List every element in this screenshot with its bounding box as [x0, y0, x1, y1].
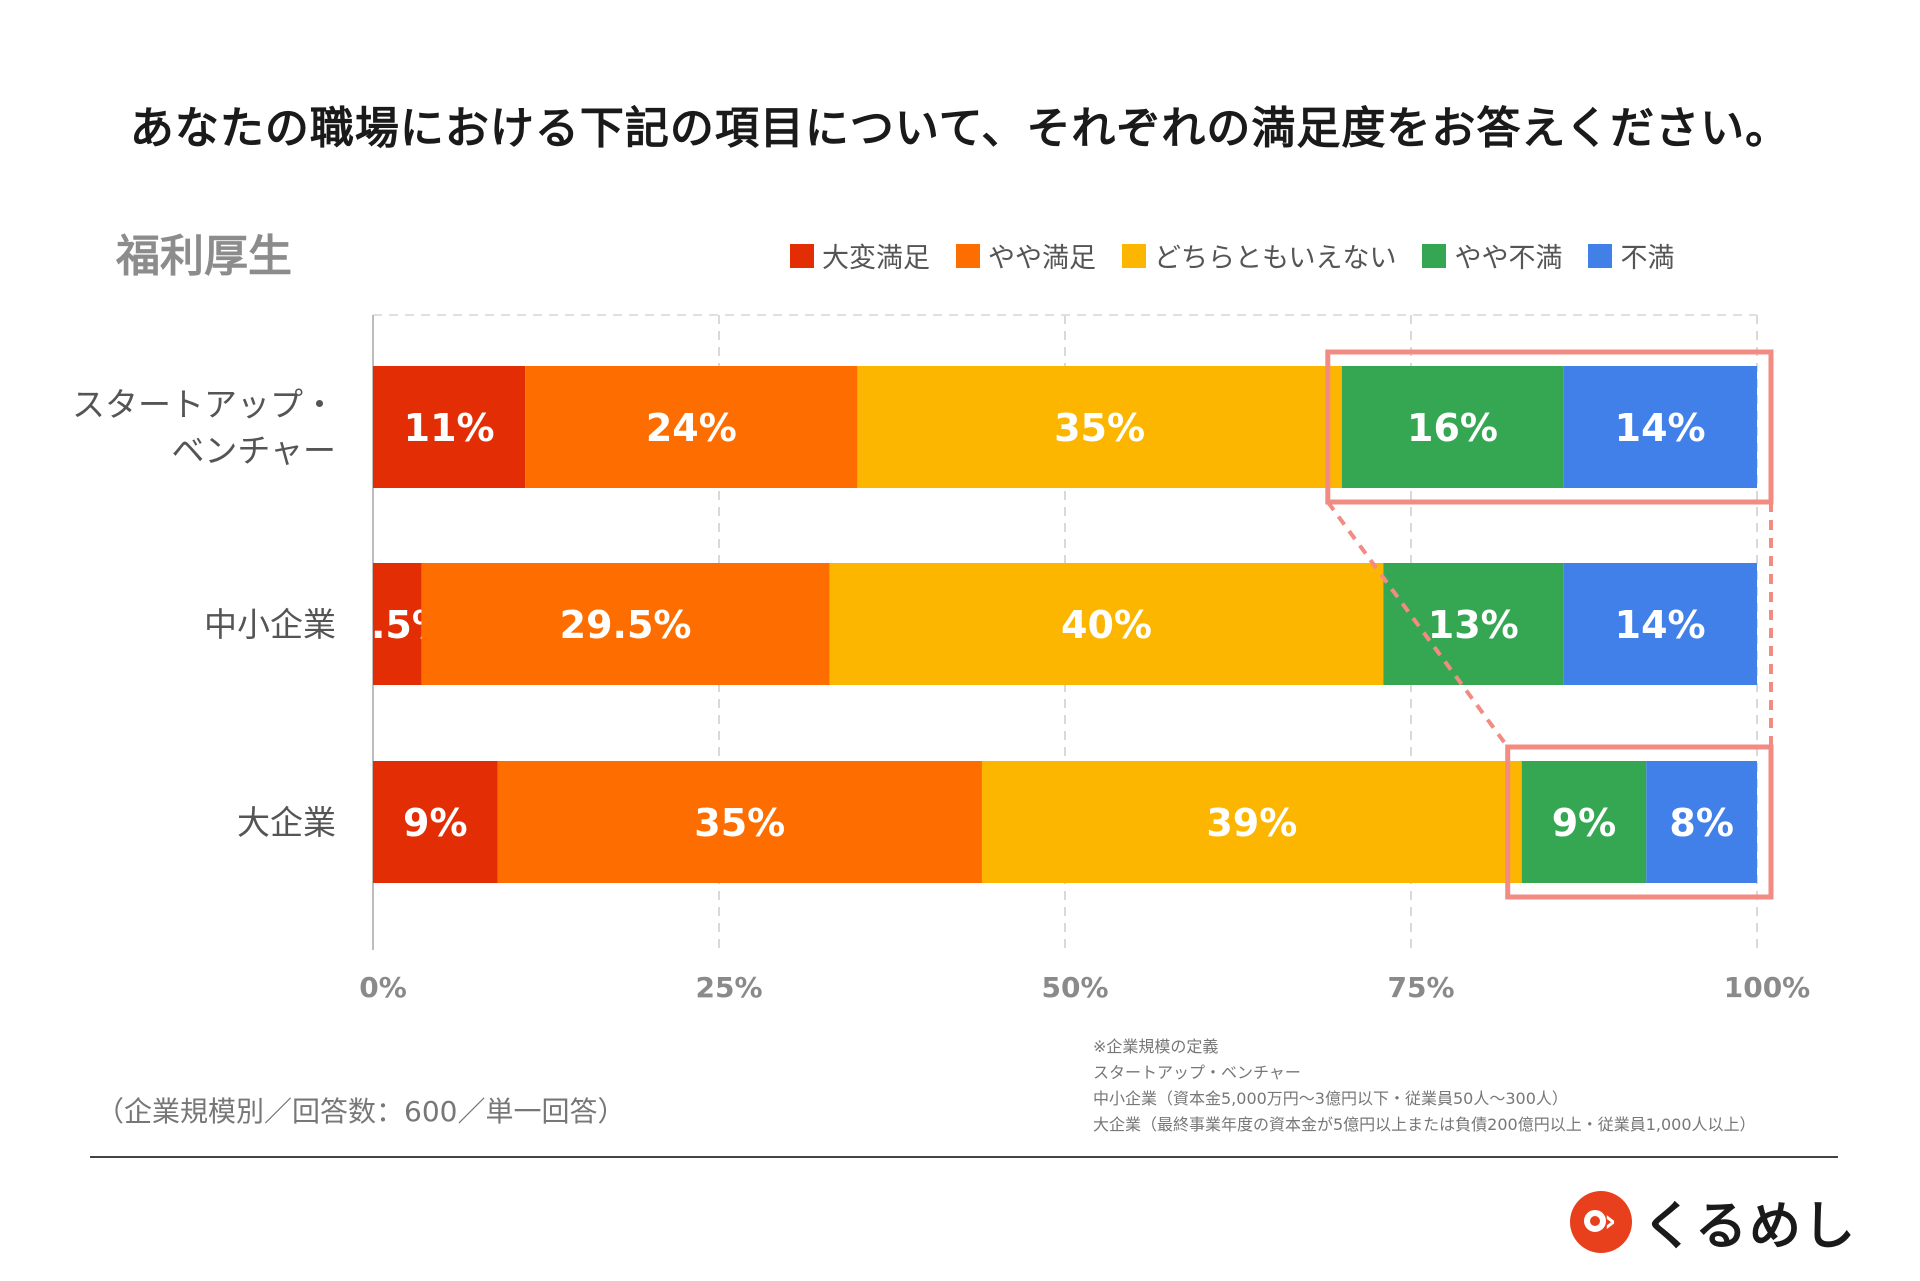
footer-divider — [90, 1156, 1838, 1158]
data-label: 40% — [1061, 603, 1152, 647]
data-label: 14% — [1615, 603, 1706, 647]
category-label: スタートアップ・ — [72, 385, 336, 424]
data-label: 24% — [646, 406, 737, 450]
legend-item-somewhat-dissatisfied: やや不満 — [1422, 236, 1562, 275]
brand-logo: › くるめし — [1570, 1184, 1857, 1259]
bar-segment — [497, 761, 982, 883]
legend-label: どちらともいえない — [1154, 243, 1397, 274]
category-label: 大企業 — [237, 803, 336, 842]
legend-item-somewhat-satisfied: やや満足 — [956, 236, 1096, 275]
legend-item-very-satisfied: 大変満足 — [790, 236, 930, 275]
category-label: 中小企業 — [204, 605, 336, 644]
sample-note: （企業規模別／回答数：600／単一回答） — [96, 1095, 626, 1128]
page-title: あなたの職場における下記の項目について、それぞれの満足度をお答えください。 — [129, 103, 1791, 154]
data-label: 8% — [1669, 801, 1734, 845]
highlight-box-large — [1505, 744, 1774, 900]
data-label: 16% — [1407, 406, 1498, 450]
x-tick-label: 100% — [1724, 971, 1811, 1004]
legend-swatch — [790, 243, 814, 268]
kurumeshi-logo-icon: › — [1570, 1190, 1632, 1253]
brand-name: くるめし — [1642, 1197, 1857, 1257]
definition-note: ※企業規模の定義 スタートアップ・ベンチャー 中小企業（資本金5,000万円〜3… — [1093, 1034, 1756, 1138]
legend-label: 大変満足 — [822, 243, 930, 274]
legend-item-dissatisfied: 不満 — [1588, 236, 1674, 275]
bar-segment — [373, 563, 422, 685]
bar-segment — [1646, 761, 1757, 883]
legend-label: 不満 — [1620, 243, 1675, 274]
x-tick-label: 25% — [695, 971, 762, 1004]
logo-chevron-icon: › — [1604, 1203, 1617, 1239]
bar-segment — [1521, 761, 1647, 883]
legend-swatch — [1588, 243, 1613, 268]
data-label: 35% — [694, 801, 785, 845]
legend-label: やや不満 — [1454, 243, 1563, 274]
x-tick-label: 75% — [1387, 971, 1454, 1004]
legend-label: やや満足 — [988, 243, 1096, 274]
bar-segment — [373, 761, 498, 883]
legend-swatch — [956, 243, 980, 268]
bar-segment — [981, 761, 1522, 883]
definition-line: 大企業（最終事業年度の資本金が5億円以上または負債200億円以上・従業員1,00… — [1093, 1115, 1756, 1134]
bar-segment — [1341, 366, 1564, 488]
legend-item-neutral: どちらともいえない — [1122, 236, 1396, 275]
data-label: 39% — [1206, 801, 1297, 845]
bar-segment — [373, 366, 526, 488]
x-tick-label: 0% — [359, 971, 407, 1004]
highlight-connector-left — [1326, 500, 1510, 749]
data-label: 11% — [404, 406, 495, 450]
legend: 大変満足 やや満足 どちらともいえない やや不満 不満 — [790, 236, 1700, 275]
category-label: ベンチャー — [171, 431, 336, 470]
data-label: 9% — [1552, 801, 1617, 845]
definition-line: スタートアップ・ベンチャー — [1093, 1063, 1301, 1082]
definition-line: ※企業規模の定義 — [1093, 1037, 1219, 1056]
x-tick-label: 50% — [1041, 971, 1108, 1004]
chart-subtitle: 福利厚生 — [116, 231, 292, 282]
definition-line: 中小企業（資本金5,000万円〜3億円以下・従業員50人〜300人） — [1093, 1089, 1568, 1108]
bar-segment — [1563, 563, 1757, 685]
bar-segment — [421, 563, 830, 685]
highlight-box-startup — [1325, 349, 1774, 505]
data-label: 14% — [1615, 406, 1706, 450]
legend-swatch — [1422, 243, 1447, 268]
bar-segment — [1563, 366, 1757, 488]
data-label: 13% — [1428, 603, 1519, 647]
bar-segment — [857, 366, 1342, 488]
bar-segment — [829, 563, 1384, 685]
data-label: 35% — [1054, 406, 1145, 450]
logo-eye-icon — [1584, 1209, 1606, 1232]
bar-segment — [525, 366, 858, 488]
data-label: 9% — [403, 801, 468, 845]
data-label: 29.5% — [560, 603, 692, 647]
legend-swatch — [1122, 243, 1146, 268]
bar-segment — [1383, 563, 1564, 685]
